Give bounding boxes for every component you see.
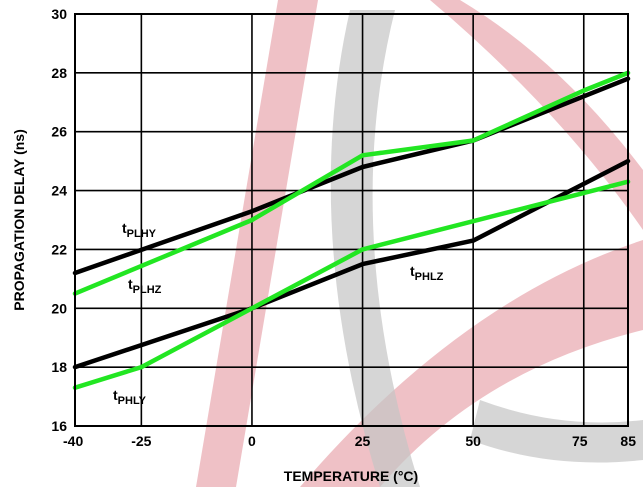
- y-tick-label: 28: [51, 65, 67, 81]
- y-tick-label: 16: [51, 418, 67, 434]
- series-label-tphly: tPHLY: [113, 387, 147, 407]
- y-tick-label: 20: [51, 300, 67, 316]
- series-labels: tPLHY tPLHZ tPHLZ tPHLY: [113, 220, 444, 407]
- series-label-tplhy: tPLHY: [122, 220, 157, 240]
- y-tick-label: 26: [51, 124, 67, 140]
- watermark-red-swoosh: [196, 0, 318, 487]
- series-line-tphly: [72, 179, 631, 390]
- x-tick-label: 50: [465, 433, 481, 449]
- y-tick-label: 18: [51, 359, 67, 375]
- series-line-tphlz: [72, 158, 631, 370]
- series-line-tplhz: [72, 70, 631, 296]
- y-axis-title: PROPAGATION DELAY (ns): [11, 129, 27, 311]
- tick-labels: -40 -25 0 25 50 75 85 16 18 20 22 24 26 28 30: [51, 6, 636, 449]
- x-tick-label: 0: [248, 433, 256, 449]
- y-tick-label: 24: [51, 183, 67, 199]
- series-lines: [72, 70, 631, 390]
- y-tick-label: 30: [51, 6, 67, 22]
- watermark-gray-arc: [470, 400, 643, 463]
- series-label-tplhz: tPLHZ: [128, 276, 162, 296]
- x-tick-label: 85: [620, 433, 636, 449]
- series-label-tphlz: tPHLZ: [410, 263, 444, 283]
- x-tick-label: -40: [63, 433, 83, 449]
- x-tick-label: -25: [131, 433, 151, 449]
- plot-frame: [74, 13, 629, 427]
- x-tick-label: 75: [572, 433, 588, 449]
- series-line-tplhy: [72, 76, 631, 276]
- x-tick-label: 25: [355, 433, 371, 449]
- x-axis-title: TEMPERATURE (°C): [284, 468, 418, 484]
- y-tick-label: 22: [51, 241, 67, 257]
